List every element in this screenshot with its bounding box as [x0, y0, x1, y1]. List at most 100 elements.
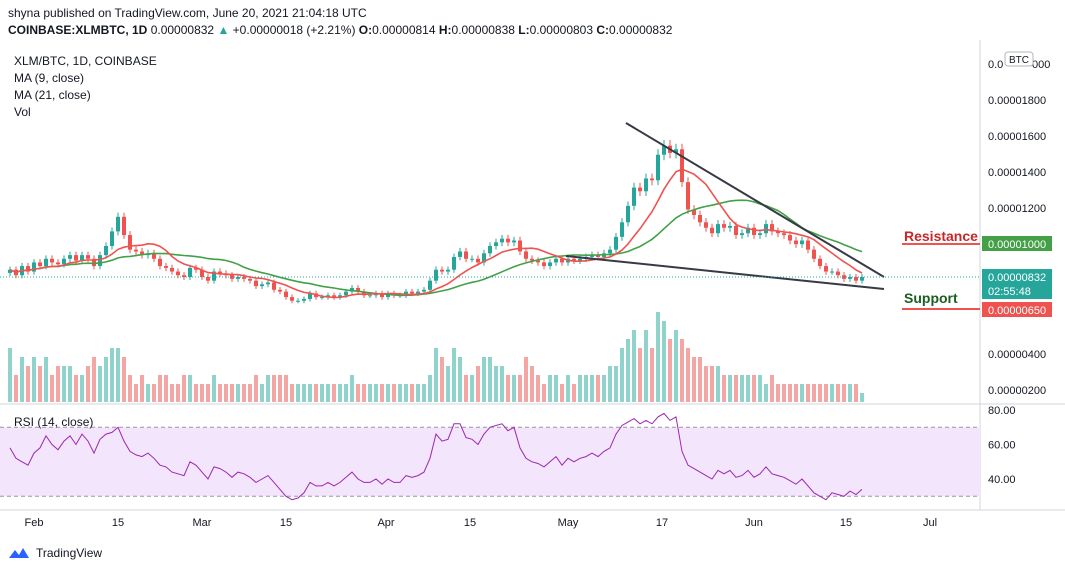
legend-title[interactable]: XLM/BTC, 1D, COINBASE	[14, 54, 157, 68]
volume-bar	[266, 375, 270, 402]
candle-body	[86, 255, 90, 259]
candle-body	[596, 255, 600, 257]
volume-bar	[710, 366, 714, 402]
candle-body	[338, 295, 342, 298]
open-value: 0.00000814	[372, 23, 436, 37]
volume-bar	[320, 384, 324, 402]
rsi-axis: 80.00 60.00 40.00	[988, 405, 1016, 486]
candle-body	[848, 277, 852, 279]
candle-body	[464, 251, 468, 259]
candle-body	[644, 178, 648, 192]
ohlc-bar: COINBASE:XLMBTC, 1D 0.00000832 ▲ +0.0000…	[8, 23, 672, 37]
volume-bar	[110, 348, 114, 402]
candle-body	[458, 251, 462, 257]
rsi-tick-label: 60.00	[988, 440, 1016, 452]
volume-bar	[632, 330, 636, 402]
close-label: C:	[596, 23, 610, 37]
volume-bar	[668, 339, 672, 402]
legend-volume[interactable]: Vol	[14, 105, 31, 119]
candle-body	[344, 291, 348, 296]
volume-bar	[260, 384, 264, 402]
candle-body	[734, 225, 738, 236]
candle-body	[56, 262, 60, 265]
candle-body	[332, 295, 336, 298]
volume-bar	[146, 384, 150, 402]
candle-body	[794, 240, 798, 245]
volume-bar	[572, 384, 576, 402]
candle-body	[548, 262, 552, 267]
candle-body	[812, 249, 816, 259]
candle-body	[680, 149, 684, 183]
volume-bar	[398, 384, 402, 402]
candle-body	[38, 262, 42, 267]
volume-bar	[614, 366, 618, 402]
candle-body	[206, 277, 210, 281]
candle-body	[488, 246, 492, 254]
volume-bar	[86, 366, 90, 402]
volume-bar	[362, 384, 366, 402]
volume-bar	[704, 366, 708, 402]
volume-bar	[590, 375, 594, 402]
volume-bar	[392, 384, 396, 402]
volume-bars	[8, 312, 864, 402]
open-label: O:	[358, 23, 373, 37]
change-arrow-icon: ▲	[217, 23, 230, 37]
currency-badge-label: BTC	[1009, 55, 1029, 66]
brand-name: TradingView	[36, 546, 103, 560]
candle-body	[818, 258, 822, 267]
volume-bar	[350, 375, 354, 402]
candle-body	[320, 297, 324, 299]
volume-bar	[404, 384, 408, 402]
price-tags: 0.00001000 0.00000832 02:55:48 0.00000650	[982, 236, 1052, 317]
legend-ma9[interactable]: MA (9, close)	[14, 71, 85, 85]
tradingview-brand[interactable]: TradingView	[8, 546, 102, 560]
volume-bar	[8, 348, 12, 402]
volume-bar	[728, 375, 732, 402]
volume-bar	[446, 366, 450, 402]
candle-body	[704, 222, 708, 228]
time-tick-label: 17	[656, 517, 668, 529]
volume-bar	[38, 366, 42, 402]
volume-bar	[194, 384, 198, 402]
descending-trendline[interactable]	[625, 122, 885, 278]
candle-body	[536, 260, 540, 263]
candle-body	[218, 271, 222, 274]
volume-bar	[602, 375, 606, 402]
support-trendline[interactable]	[565, 255, 885, 290]
volume-bar	[356, 384, 360, 402]
price-tag-box	[982, 236, 1052, 251]
candle-body	[122, 216, 126, 236]
volume-bar	[248, 384, 252, 402]
currency-badge[interactable]	[1004, 51, 1034, 67]
price-tick-label: 0.00000400	[988, 349, 1046, 361]
candle-body	[836, 271, 840, 276]
candle-body	[614, 236, 618, 250]
candle-body	[788, 235, 792, 241]
candle-body	[422, 289, 426, 292]
candle-body	[356, 287, 360, 292]
volume-bar	[422, 384, 426, 402]
volume-bar	[224, 384, 228, 402]
price-axis: 0.0 000 0.00001800 0.00001600 0.00001400 0.00…	[988, 59, 1050, 397]
candle-body	[728, 225, 732, 228]
candle-body	[806, 240, 810, 250]
candle-body	[428, 280, 432, 290]
candle-body	[188, 267, 192, 278]
volume-bar	[734, 375, 738, 402]
volume-bar	[518, 375, 522, 402]
candle-body	[302, 298, 306, 301]
legend-ma21[interactable]: MA (21, close)	[14, 88, 91, 102]
candle-body	[740, 233, 744, 236]
volume-bar	[434, 348, 438, 402]
volume-bar	[650, 348, 654, 402]
volume-bar	[470, 375, 474, 402]
time-tick-label: Jun	[745, 517, 763, 529]
volume-bar	[368, 384, 372, 402]
price-tick-label: 0.00001200	[988, 203, 1046, 215]
candle-body	[662, 145, 666, 155]
candle-body	[152, 253, 156, 259]
volume-bar	[842, 384, 846, 402]
candle-body	[104, 246, 108, 256]
volume-bar	[314, 384, 318, 402]
